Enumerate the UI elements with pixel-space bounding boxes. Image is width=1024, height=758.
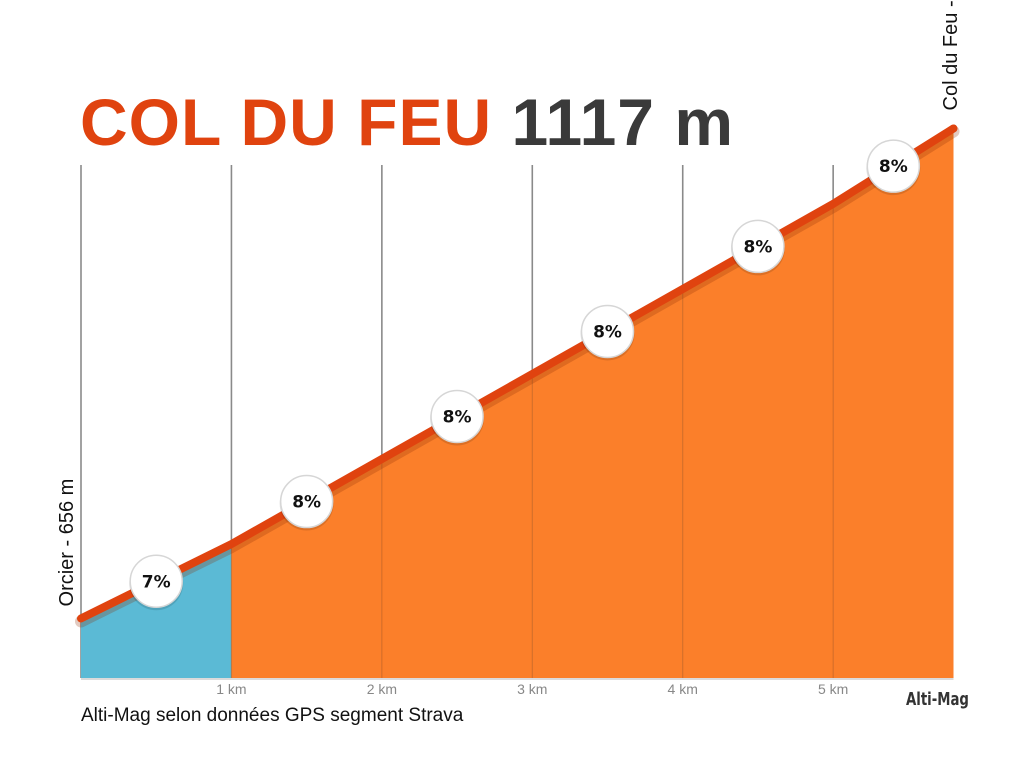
gradient-badge-circle: [279, 474, 334, 529]
segment-area: [381, 373, 533, 678]
gradient-label: 7%: [142, 572, 171, 592]
gradient-badge: 8%: [279, 474, 334, 531]
profile-line: [77, 124, 958, 623]
x-tick-label: 1 km: [216, 681, 246, 697]
source-note: Alti-Mag selon données GPS segment Strav…: [81, 705, 464, 726]
gradient-badge: 8%: [730, 219, 785, 276]
gradient-badge-circle: [731, 219, 785, 274]
gridlines-overlay: [230, 203, 834, 678]
x-tick-label: 3 km: [517, 681, 547, 697]
gradient-badge: 7%: [129, 554, 184, 611]
segment-area: [532, 288, 683, 678]
x-tick-label: 2 km: [367, 681, 397, 697]
chart-title: COL DU FEU 1117 m: [80, 80, 734, 164]
title-name: COL DU FEU: [80, 85, 493, 159]
x-tick-label: 4 km: [668, 681, 698, 697]
segment-area: [231, 459, 382, 678]
start-label: Orcier - 656 m: [56, 479, 78, 607]
gradient-label: 8%: [593, 322, 622, 342]
gradient-badge-circle: [580, 304, 635, 359]
gradient-label: 8%: [744, 237, 773, 257]
gradient-badge-circle: [866, 139, 921, 193]
gradient-badge-circle: [430, 389, 484, 444]
gradient-badge: 8%: [866, 139, 921, 196]
gradient-badge-circle: [129, 554, 183, 609]
gradient-badge: 8%: [580, 304, 635, 361]
brand-logo: Alti-Mag: [906, 689, 969, 710]
segment-area: [833, 128, 954, 679]
segment-area: [81, 544, 232, 678]
segment-area: [682, 203, 834, 678]
endpoint-labels: Orcier - 656 m Col du Feu - 1117 m: [56, 0, 962, 606]
gradient-badges: 7% 8% 8% 8% 8% 8%: [129, 139, 921, 611]
gradient-label: 8%: [443, 408, 472, 428]
x-tick-label: 5 km: [818, 681, 848, 697]
profile-line-group: [75, 124, 960, 628]
x-axis: 1 km 2 km 3 km 4 km 5 km: [81, 678, 954, 697]
gradient-badge: 8%: [430, 389, 485, 446]
end-label: Col du Feu - 1117 m: [940, 0, 962, 110]
segment-areas: [81, 128, 954, 679]
gradient-label: 8%: [292, 493, 321, 513]
title-altitude: 1117 m: [511, 85, 735, 159]
gradient-label: 8%: [879, 157, 908, 177]
